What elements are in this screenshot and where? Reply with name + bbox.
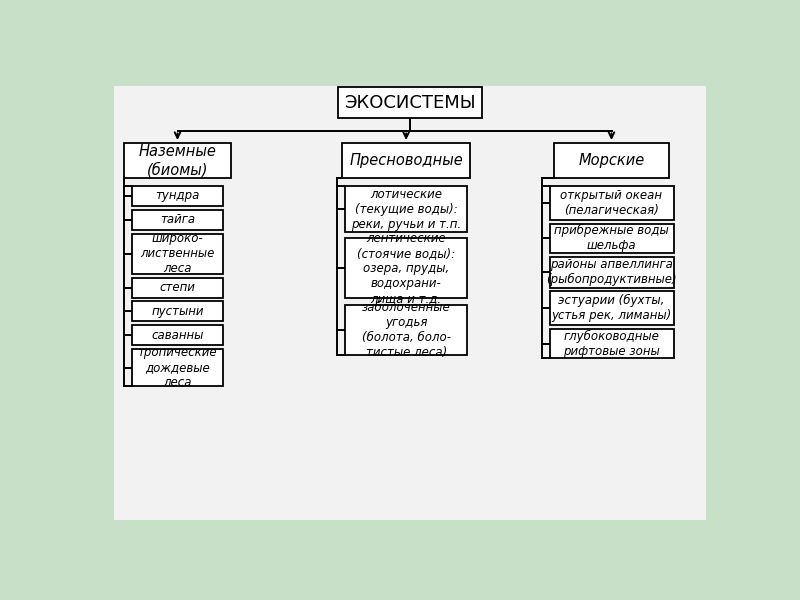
Bar xyxy=(550,329,674,358)
Text: заболоченные
угодья
(болота, боло-
тистые леса): заболоченные угодья (болота, боло- тисты… xyxy=(362,301,450,359)
Bar xyxy=(345,238,467,298)
Bar xyxy=(132,349,223,386)
Text: тайга: тайга xyxy=(160,214,195,226)
Text: Пресноводные: Пресноводные xyxy=(350,153,463,168)
Bar xyxy=(132,278,223,298)
Text: тундра: тундра xyxy=(155,190,200,202)
Bar xyxy=(554,143,669,178)
Text: лентические
(стоячие воды):
озера, пруды,
водохрани-
лища и т.д.: лентические (стоячие воды): озера, пруды… xyxy=(357,232,455,305)
Text: тропические
дождевые
леса: тропические дождевые леса xyxy=(138,346,218,389)
Bar xyxy=(550,292,674,325)
Text: районы апвеллинга
(рыбопродуктивные): районы апвеллинга (рыбопродуктивные) xyxy=(546,258,677,286)
Text: Наземные
(биомы): Наземные (биомы) xyxy=(138,144,217,177)
Bar xyxy=(338,88,482,118)
Text: эстуарии (бухты,
устья рек, лиманы): эстуарии (бухты, устья рек, лиманы) xyxy=(551,295,672,322)
Bar xyxy=(345,305,467,355)
Bar xyxy=(550,257,674,287)
Text: ЭКОСИСТЕМЫ: ЭКОСИСТЕМЫ xyxy=(344,94,476,112)
Text: открытый океан
(пелагическая): открытый океан (пелагическая) xyxy=(561,189,662,217)
Bar xyxy=(550,186,674,220)
Text: пустыни: пустыни xyxy=(151,305,204,318)
Bar xyxy=(124,143,231,178)
Text: широко-
лиственные
леса: широко- лиственные леса xyxy=(140,232,214,275)
Bar xyxy=(132,325,223,346)
Bar xyxy=(132,210,223,230)
Text: степи: степи xyxy=(159,281,195,294)
Text: Морские: Морские xyxy=(578,153,645,168)
Text: лотические
(текущие воды):
реки, ручьи и т.п.: лотические (текущие воды): реки, ручьи и… xyxy=(351,188,461,230)
Text: прибрежные воды
шельфа: прибрежные воды шельфа xyxy=(554,224,669,253)
Bar xyxy=(132,301,223,322)
Bar xyxy=(132,233,223,274)
Text: саванны: саванны xyxy=(151,329,204,342)
Bar xyxy=(345,186,467,232)
Bar xyxy=(342,143,470,178)
Bar xyxy=(550,224,674,253)
Text: глубоководные
рифтовые зоны: глубоководные рифтовые зоны xyxy=(563,330,660,358)
Bar xyxy=(132,186,223,206)
